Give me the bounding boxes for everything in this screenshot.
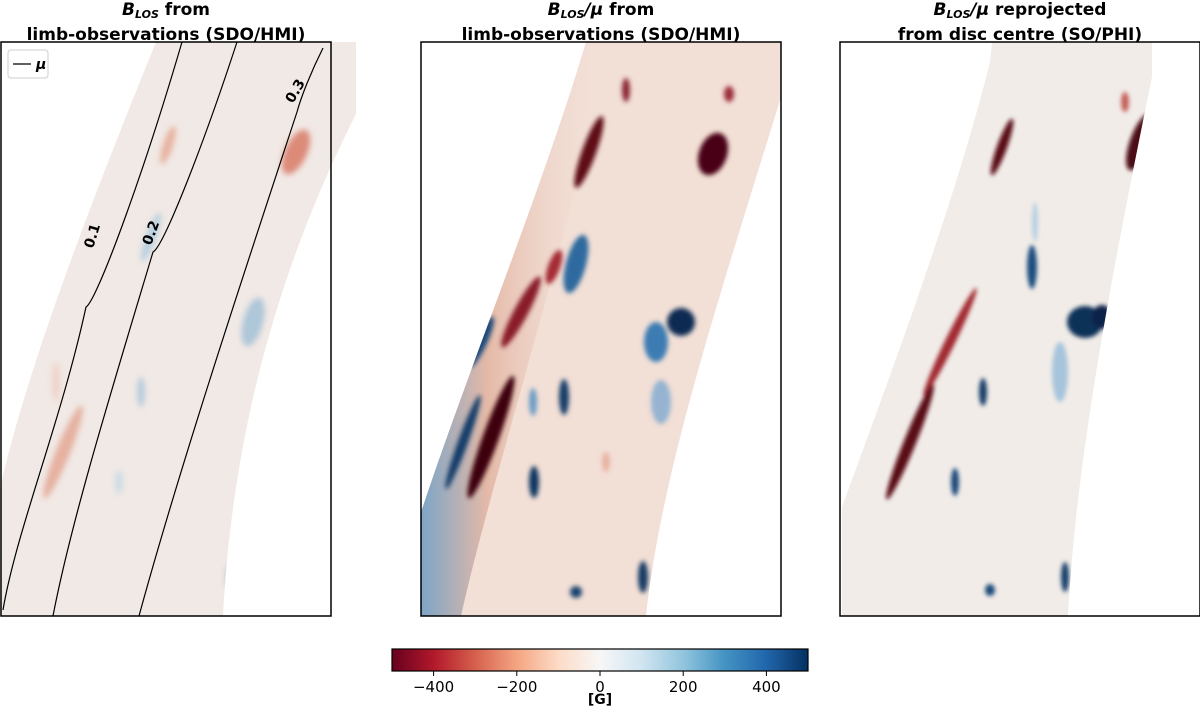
title-symbol: B xyxy=(933,0,947,20)
solar-disc-region xyxy=(842,42,1152,616)
colorbar-unit-label: [G] xyxy=(587,692,613,708)
panel-3-map xyxy=(839,41,1200,617)
title-rest: from xyxy=(603,0,655,20)
panel-frame xyxy=(839,41,1200,617)
mu-contours xyxy=(2,41,324,617)
panel-2-map xyxy=(420,41,782,617)
title-rest: from xyxy=(158,0,210,20)
mu-contour-0.2 xyxy=(52,41,238,617)
title-line2: limb-observations (SDO/HMI) xyxy=(461,25,741,45)
panel-frame xyxy=(0,41,332,617)
colorbar xyxy=(391,648,809,676)
colorbar-tick-label: −200 xyxy=(496,678,538,696)
title-subscript: LOS xyxy=(560,8,585,21)
title-symbol: B xyxy=(122,0,135,20)
colorbar-tick-label: −400 xyxy=(412,678,455,696)
panel-2-title: BLOS/μ from limb-observations (SDO/HMI) xyxy=(421,0,781,45)
solar-disc-region xyxy=(421,42,781,616)
legend-label: μ xyxy=(35,57,46,73)
panel-frame xyxy=(420,41,782,617)
colorbar-tick-label: 400 xyxy=(752,678,781,696)
magnetic-features xyxy=(886,92,1152,596)
colorbar-ticks xyxy=(433,671,767,676)
contour-label-0.1: 0.1 xyxy=(82,222,105,250)
title-subscript: LOS xyxy=(134,8,159,21)
panel-1-map: 0.1 0.2 0.3 μ xyxy=(0,41,356,617)
magnetic-features xyxy=(421,42,734,616)
contour-label-0.2: 0.2 xyxy=(140,219,164,248)
title-symbol: B xyxy=(547,0,561,20)
legend-box: μ xyxy=(7,49,49,79)
title-line2: from disc centre (SO/PHI) xyxy=(897,25,1143,45)
magnetic-features xyxy=(43,125,311,589)
mu-contour-0.3 xyxy=(138,47,324,617)
panel-3-title: BLOS/μ reprojected from disc centre (SO/… xyxy=(840,0,1200,45)
panel-1-title: BLOS from limb-observations (SDO/HMI) xyxy=(0,0,332,45)
title-rest: reprojected xyxy=(989,0,1107,20)
colorbar-tick-label: 0 xyxy=(595,678,605,696)
title-mu: /μ xyxy=(970,0,990,20)
solar-disc-region xyxy=(0,42,356,616)
mu-contour-0.1 xyxy=(2,41,183,611)
colorbar-strip xyxy=(391,648,809,672)
title-line2: limb-observations (SDO/HMI) xyxy=(26,25,306,45)
title-subscript: LOS xyxy=(946,8,971,21)
title-mu: /μ xyxy=(584,0,604,20)
colorbar-tick-label: 200 xyxy=(668,678,698,696)
